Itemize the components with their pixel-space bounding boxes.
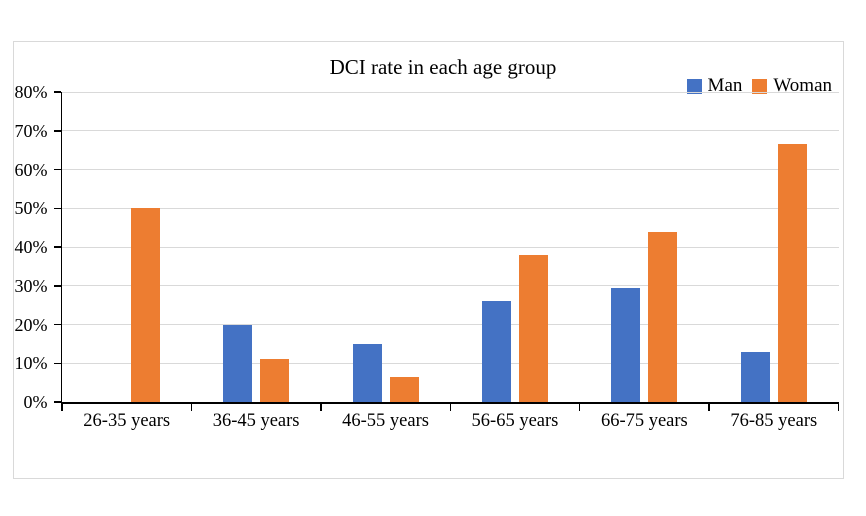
x-category-label: 26-35 years xyxy=(83,411,171,431)
y-tick xyxy=(53,246,61,248)
y-tick xyxy=(53,401,61,403)
y-tick-label: 20% xyxy=(14,314,48,335)
y-tick xyxy=(53,130,61,132)
bar-woman xyxy=(130,208,160,402)
x-tick xyxy=(61,403,63,411)
legend: Man Woman xyxy=(686,75,832,97)
x-tick xyxy=(708,403,710,411)
gridline xyxy=(62,362,839,364)
gridline xyxy=(62,91,839,93)
gridline xyxy=(62,285,839,287)
legend-item-woman: Woman xyxy=(752,75,832,97)
x-category-label: 66-75 years xyxy=(600,411,688,431)
y-tick-label: 10% xyxy=(14,353,48,374)
y-tick xyxy=(53,323,61,326)
y-tick-label: 80% xyxy=(14,82,48,102)
bar-woman xyxy=(260,359,290,402)
legend-swatch-man-icon xyxy=(686,78,702,94)
y-axis-line xyxy=(60,92,62,404)
y-tick xyxy=(53,91,61,93)
chart-title: DCI rate in each age group xyxy=(329,55,557,79)
legend-label-woman: Woman xyxy=(773,75,832,96)
legend-label-man: Man xyxy=(707,75,743,96)
x-tick xyxy=(320,403,322,411)
x-category-label: 36-45 years xyxy=(212,411,300,431)
bar-man xyxy=(740,351,770,402)
x-tick xyxy=(449,403,451,411)
legend-item-man: Man xyxy=(686,75,743,97)
bar-woman xyxy=(518,254,548,402)
bar-woman xyxy=(777,144,807,402)
y-tick-label: 70% xyxy=(14,120,48,141)
bar-woman xyxy=(648,231,678,402)
gridline xyxy=(62,324,839,325)
bar-man xyxy=(611,287,641,402)
y-tick-label: 30% xyxy=(14,275,48,296)
gridline xyxy=(62,130,839,132)
gridline xyxy=(62,207,839,209)
x-tick xyxy=(190,403,193,411)
y-tick xyxy=(53,285,61,287)
y-tick xyxy=(53,362,61,364)
gridline xyxy=(62,169,839,170)
legend-swatch-woman-icon xyxy=(752,78,768,94)
bar-man xyxy=(352,343,382,402)
x-category-label: 56-65 years xyxy=(471,411,559,431)
x-category-label: 76-85 years xyxy=(730,411,818,431)
y-tick-label: 0% xyxy=(23,392,48,412)
y-tick xyxy=(53,168,61,171)
y-tick-label: 40% xyxy=(14,237,48,257)
x-tick xyxy=(837,403,840,411)
y-tick-label: 50% xyxy=(14,198,48,219)
x-tick xyxy=(578,403,581,411)
y-tick-label: 60% xyxy=(14,159,48,180)
gridline xyxy=(62,246,839,248)
bar-woman xyxy=(389,376,419,402)
x-category-label: 46-55 years xyxy=(342,411,429,431)
x-axis-line xyxy=(60,402,839,404)
bar-man xyxy=(481,301,511,402)
y-tick xyxy=(53,207,61,209)
bar-man xyxy=(223,324,253,402)
